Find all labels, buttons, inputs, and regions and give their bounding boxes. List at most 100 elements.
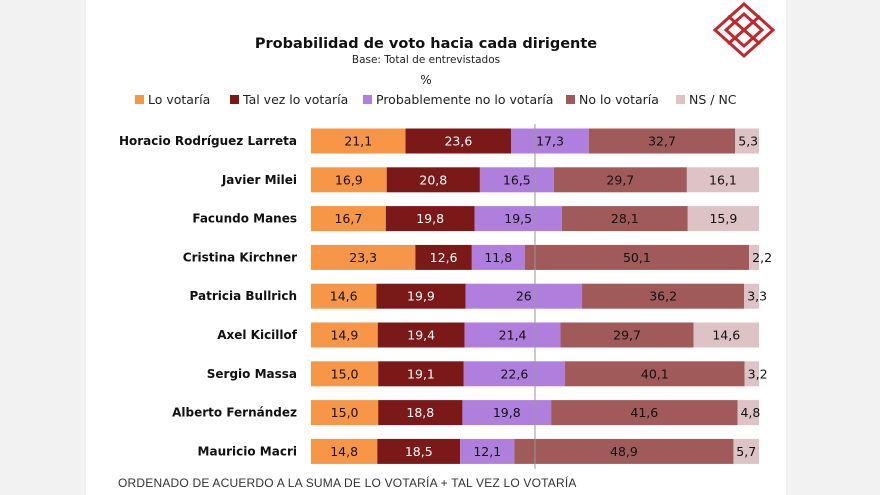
bar-segment — [560, 322, 694, 348]
legend-label: NS / NC — [689, 92, 737, 107]
bar-segment — [553, 167, 687, 193]
category-label: Alberto Fernández — [172, 406, 297, 420]
data-label: 22,6 — [500, 366, 528, 381]
data-label: 21,4 — [499, 328, 527, 343]
bar-segment — [474, 206, 562, 232]
legend-swatch — [135, 95, 144, 104]
data-label: 19,9 — [407, 289, 435, 304]
bar-segment — [524, 244, 750, 270]
data-label: 16,1 — [709, 172, 737, 187]
bar-segment — [311, 361, 379, 387]
legend-label: Probablemente no lo votaría — [376, 92, 553, 107]
data-label: 19,5 — [504, 211, 532, 226]
category-label: Horacio Rodríguez Larreta — [119, 134, 297, 148]
legend-swatch — [363, 95, 372, 104]
bar-segment — [511, 128, 589, 154]
data-label: 16,7 — [334, 211, 362, 226]
bar-segment — [405, 128, 512, 154]
bar-segment — [311, 322, 378, 348]
bar-segment — [687, 206, 759, 232]
bar-segment — [378, 400, 463, 426]
bar-segment — [479, 167, 554, 193]
logo-icon — [712, 2, 776, 58]
data-label: 36,2 — [649, 289, 677, 304]
bar-segment — [311, 283, 377, 309]
bar-segment — [385, 206, 475, 232]
unit-label: % — [420, 73, 431, 87]
chart-subtitle: Base: Total de entrevistados — [352, 54, 500, 66]
data-label: 50,1 — [623, 250, 651, 265]
legend-label: No lo votaría — [579, 92, 659, 107]
legend-swatch — [230, 95, 239, 104]
data-label: 29,7 — [613, 328, 641, 343]
category-labels: Horacio Rodríguez Larreta Javier Milei Fac… — [119, 134, 298, 458]
data-label: 15,0 — [331, 366, 359, 381]
bar-segment — [582, 283, 745, 309]
bars — [311, 128, 759, 464]
bar-segment — [311, 206, 386, 232]
bar-segment — [749, 244, 759, 270]
bar-segment — [686, 167, 759, 193]
bar-segment — [465, 283, 583, 309]
bar-segment — [311, 438, 378, 464]
bar-segment — [415, 244, 472, 270]
bar-segment — [311, 400, 379, 426]
data-label: 11,8 — [484, 250, 512, 265]
category-label: Javier Milei — [221, 173, 297, 187]
data-label: 12,6 — [430, 250, 458, 265]
data-label: 18,8 — [406, 405, 434, 420]
data-label: 19,4 — [407, 328, 435, 343]
data-label: 14,8 — [330, 444, 358, 459]
category-label: Patricia Bullrich — [190, 289, 297, 303]
bar-segment — [588, 128, 736, 154]
chart-title: Probabilidad de voto hacia cada dirigent… — [255, 36, 597, 52]
category-label: Sergio Massa — [207, 367, 297, 381]
bar-segment — [735, 128, 759, 154]
data-label: 12,1 — [473, 444, 501, 459]
bar-segment — [462, 400, 552, 426]
data-label: 26 — [516, 289, 532, 304]
bar-segment — [561, 206, 688, 232]
data-label: 14,9 — [330, 328, 358, 343]
bar-segment — [376, 283, 466, 309]
bar-segment — [386, 167, 480, 193]
bar-segment — [311, 167, 387, 193]
legend-label: Lo votaría — [148, 92, 210, 107]
data-label: 28,1 — [611, 211, 639, 226]
data-label: 4,8 — [740, 405, 760, 420]
data-label: 5,7 — [736, 444, 756, 459]
footnote: ORDENADO DE ACUERDO A LA SUMA DE LO VOTA… — [118, 475, 577, 490]
bar-segment — [311, 244, 416, 270]
bar-segment — [744, 361, 759, 387]
bar-segment — [471, 244, 525, 270]
data-label: 16,5 — [503, 172, 531, 187]
bar-segment — [744, 283, 759, 309]
data-label: 15,9 — [709, 211, 737, 226]
bar-segment — [514, 438, 734, 464]
category-label: Axel Kicillof — [217, 328, 298, 342]
legend-label: Tal vez lo votaría — [242, 92, 348, 107]
bar-segment — [377, 322, 465, 348]
data-label: 19,8 — [416, 211, 444, 226]
data-label: 16,9 — [335, 172, 363, 187]
data-label: 3,2 — [748, 366, 768, 381]
data-label: 17,3 — [536, 134, 564, 149]
bar-segment — [378, 361, 464, 387]
data-label: 23,3 — [349, 250, 377, 265]
data-label: 48,9 — [610, 444, 638, 459]
data-label: 15,0 — [331, 405, 359, 420]
data-label: 19,8 — [493, 405, 521, 420]
category-label: Cristina Kirchner — [183, 250, 297, 264]
bar-segment — [737, 400, 759, 426]
data-label: 5,3 — [738, 134, 758, 149]
category-label: Facundo Manes — [192, 212, 297, 226]
data-label: 20,8 — [419, 172, 447, 187]
bar-segment — [693, 322, 759, 348]
data-label: 2,2 — [752, 250, 772, 265]
bar-segment — [311, 128, 406, 154]
value-labels: 21,1 23,6 17,3 32,7 5,3 16,9 20,8 16,5 29,7 16,1 1… — [330, 134, 772, 459]
data-label: 14,6 — [712, 328, 740, 343]
legend-swatch — [566, 95, 575, 104]
data-label: 29,7 — [606, 172, 634, 187]
